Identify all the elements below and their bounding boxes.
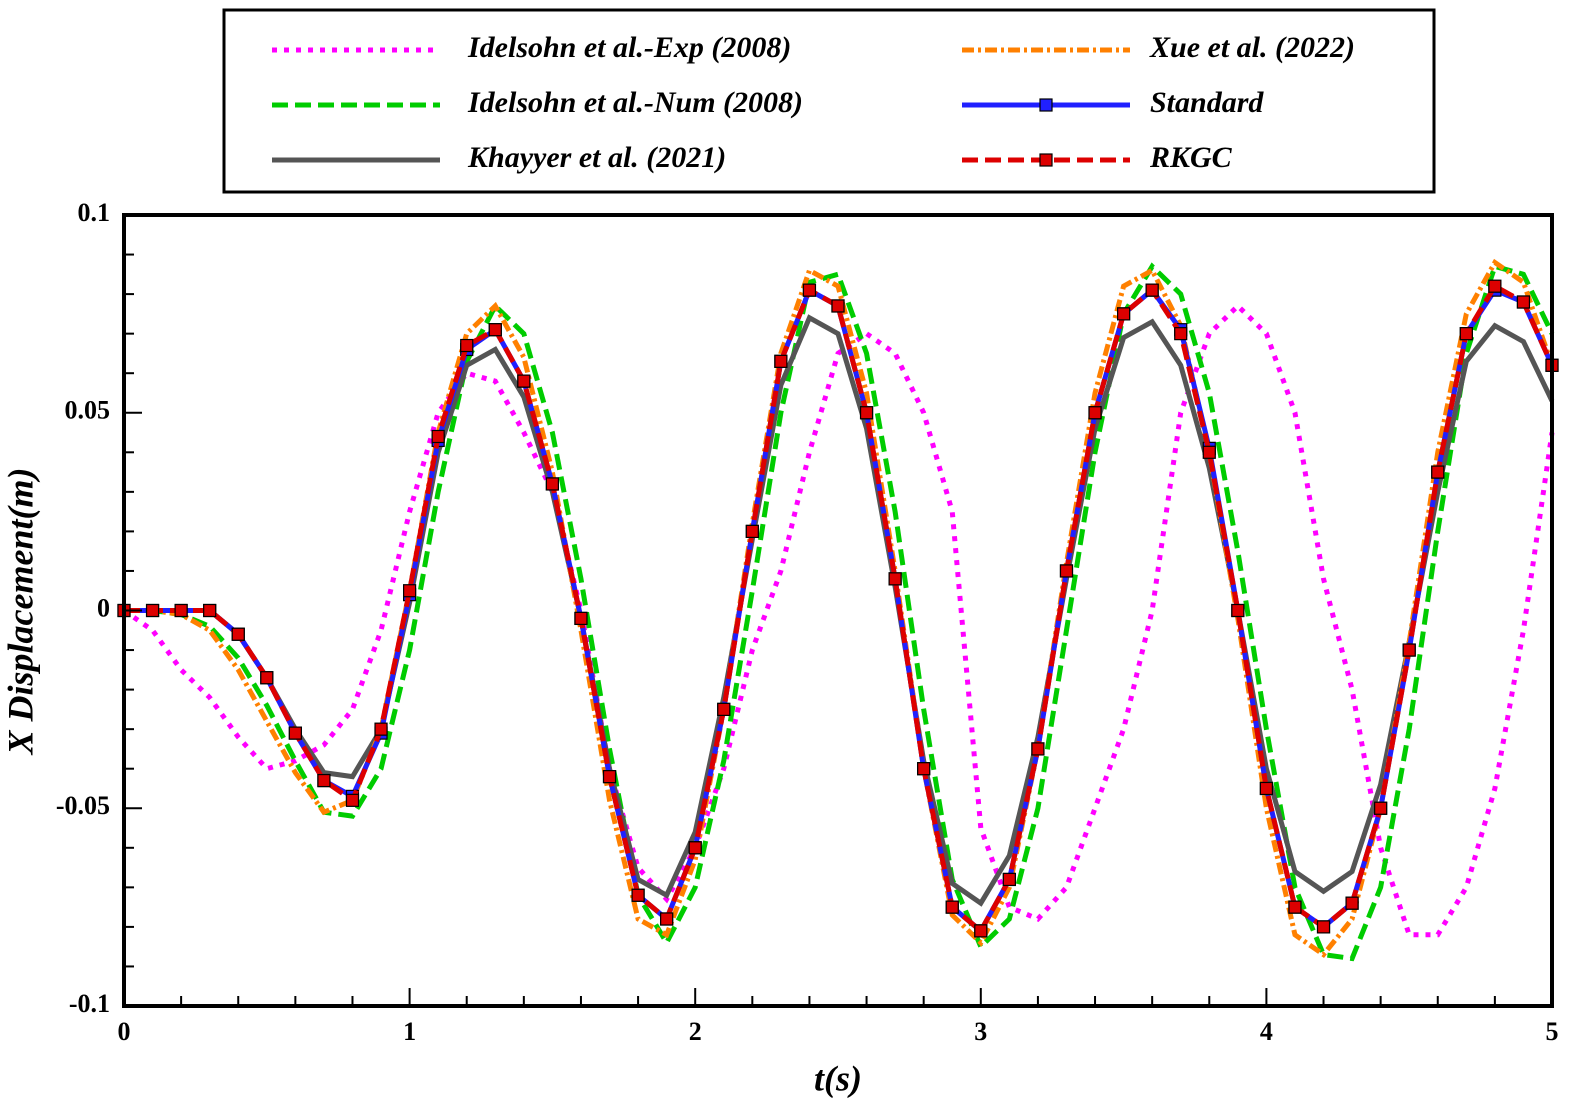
marker (517, 374, 531, 388)
marker (488, 323, 502, 337)
marker (1116, 307, 1131, 321)
marker (974, 924, 988, 938)
marker (774, 354, 788, 368)
x-tick-label: 5 (1546, 1017, 1559, 1046)
marker (374, 722, 388, 736)
marker (1316, 920, 1331, 934)
legend-label: Standard (1150, 86, 1264, 119)
series-line (124, 282, 1555, 935)
y-axis-label: X Displacement(m) (0, 468, 40, 756)
marker (288, 726, 302, 740)
legend-label: Xue et al. (2022) (1149, 31, 1355, 64)
marker (431, 429, 445, 444)
marker (203, 603, 217, 618)
y-tick-label: 0.05 (65, 396, 111, 425)
y-tick-label: -0.05 (56, 791, 110, 820)
x-axis-label: t(s) (814, 1058, 862, 1098)
marker (1088, 406, 1102, 420)
marker (231, 627, 245, 641)
x-tick-label: 0 (118, 1017, 131, 1046)
marker (1345, 896, 1359, 910)
marker (1039, 98, 1053, 112)
marker (1431, 465, 1445, 479)
marker (1402, 643, 1416, 657)
marker (1174, 327, 1188, 341)
x-tick-label: 2 (689, 1017, 702, 1046)
marker (688, 841, 702, 855)
marker (574, 611, 588, 626)
series-line (124, 286, 1555, 935)
marker (831, 299, 845, 313)
marker (260, 671, 274, 685)
marker (1374, 801, 1388, 815)
marker (403, 584, 417, 598)
marker (859, 406, 874, 420)
marker (945, 900, 959, 914)
x-tick-label: 4 (1260, 1017, 1273, 1046)
legend-label: Idelsohn et al.-Exp (2008) (467, 31, 791, 64)
legend-box (222, 8, 1436, 194)
marker (888, 572, 902, 586)
marker (917, 762, 931, 776)
series-line (122, 302, 1555, 938)
marker (1459, 327, 1473, 341)
marker (660, 912, 674, 926)
marker (545, 477, 560, 491)
marker (460, 338, 474, 353)
marker (345, 793, 360, 807)
plot-area (117, 258, 1559, 962)
marker (717, 702, 731, 716)
marker (174, 603, 188, 618)
marker (317, 773, 331, 788)
series-line (124, 262, 1555, 962)
marker (1002, 872, 1016, 887)
series-line (124, 258, 1555, 958)
marker (1039, 153, 1053, 167)
marker (1059, 564, 1074, 578)
series-line (124, 314, 1555, 907)
marker (145, 603, 160, 618)
marker (1031, 742, 1045, 756)
marker (1259, 781, 1274, 796)
marker (602, 770, 617, 784)
marker (1231, 603, 1245, 618)
legend-label: Khayyer et al. (2021) (467, 141, 726, 174)
marker (1288, 900, 1302, 914)
marker (1202, 445, 1216, 459)
y-tick-label: -0.1 (69, 989, 110, 1018)
marker (1488, 279, 1502, 293)
marker (745, 524, 759, 539)
legend-label: RKGC (1149, 141, 1233, 174)
y-tick-label: 0 (97, 593, 110, 622)
marker (631, 888, 645, 902)
legend-label: Idelsohn et al.-Num (2008) (467, 86, 803, 119)
marker (1516, 295, 1531, 309)
x-tick-label: 1 (403, 1017, 416, 1046)
marker (802, 283, 817, 297)
x-tick-label: 3 (974, 1017, 987, 1046)
marker (1145, 283, 1159, 297)
y-tick-label: 0.1 (78, 198, 111, 227)
